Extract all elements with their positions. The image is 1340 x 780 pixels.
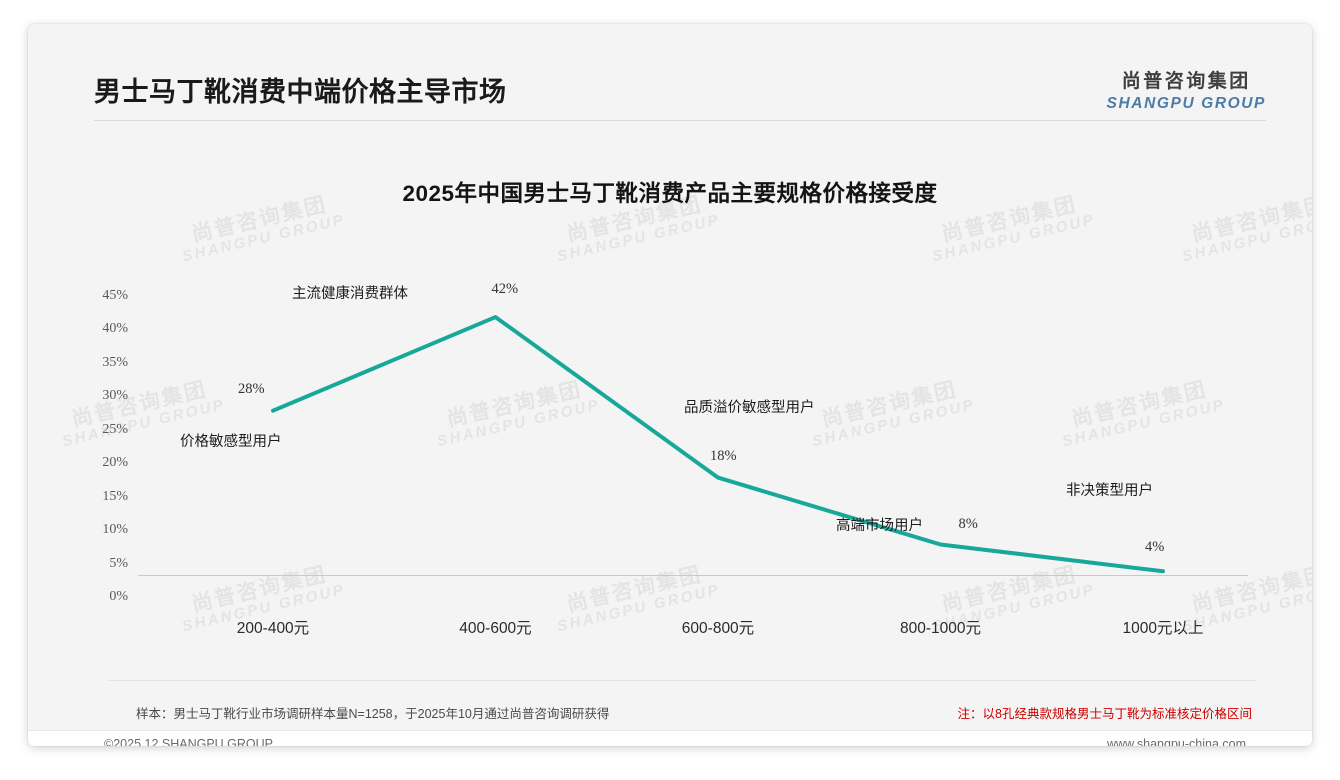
slide-card: 尚普咨询集团 SHANGPU GROUP 尚普咨询集团 SHANGPU GROUP 尚普…	[28, 24, 1312, 746]
copyright-text: ©2025.12 SHANGPU GROUP	[104, 737, 273, 746]
chart-annotation: 品质溢价敏感型用户	[684, 400, 815, 416]
data-value-label: 18%	[710, 447, 737, 464]
chart-annotation: 非决策型用户	[1066, 483, 1153, 499]
brand-logo-cn: 尚普咨询集团	[1121, 71, 1251, 92]
y-axis-tick: 15%	[102, 488, 128, 504]
line-chart-svg	[271, 315, 1165, 574]
page-title: 男士马丁靴消费中端价格主导市场	[94, 77, 507, 107]
brand-logo: 尚普咨询集团 SHANGPU GROUP	[1107, 66, 1266, 113]
x-axis-tick: 800-1000元	[899, 620, 981, 637]
y-axis-tick: 10%	[102, 522, 128, 538]
x-axis-tick: 200-400元	[236, 620, 310, 637]
brand-logo-en: SHANGPU GROUP	[1106, 95, 1266, 112]
data-value-label: 28%	[238, 380, 265, 397]
y-axis-tick: 5%	[109, 555, 128, 571]
y-axis-tick: 20%	[102, 455, 128, 471]
data-value-label: 42%	[491, 281, 519, 298]
bottom-bar	[28, 730, 1312, 746]
x-axis-tick: 600-800元	[681, 620, 755, 637]
sample-note: 样本：男士马丁靴行业市场调研样本量N=1258，于2025年10月通过尚普咨询调…	[136, 707, 610, 721]
y-axis-tick: 45%	[102, 288, 128, 303]
data-series-line	[271, 315, 1165, 574]
chart-annotation: 高端市场用户	[836, 518, 923, 534]
chart-plot-area: 45% 40% 35% 30% 25% 20% 15% 10% 5% 0% 200-400元 400…	[28, 24, 1312, 746]
x-axis-line	[138, 575, 1248, 576]
slide-header: 男士马丁靴消费中端价格主导市场 尚普咨询集团 SHANGPU GROUP	[28, 24, 1312, 121]
y-axis-tick: 35%	[102, 354, 128, 370]
x-axis-tick: 1000元以上	[1122, 620, 1204, 637]
chart-annotation: 主流健康消费群体	[292, 286, 408, 302]
y-axis-tick: 25%	[102, 421, 128, 437]
data-value-label: 8%	[958, 516, 978, 533]
footer-divider	[108, 680, 1256, 681]
chart-title: 2025年中国男士马丁靴消费产品主要规格价格接受度	[402, 181, 938, 206]
y-axis-tick: 30%	[102, 388, 128, 404]
data-value-label: 4%	[1145, 539, 1165, 556]
header-divider	[94, 120, 1266, 121]
chart-annotation: 价格敏感型用户	[180, 434, 282, 450]
red-note: 注：以8孔经典款规格男士马丁靴为标准核定价格区间	[957, 707, 1252, 721]
y-axis-tick: 0%	[109, 589, 128, 604]
x-axis-tick: 400-600元	[459, 620, 532, 637]
website-link[interactable]: www.shangpu-china.com	[1107, 737, 1246, 746]
y-axis-tick: 40%	[102, 321, 128, 337]
